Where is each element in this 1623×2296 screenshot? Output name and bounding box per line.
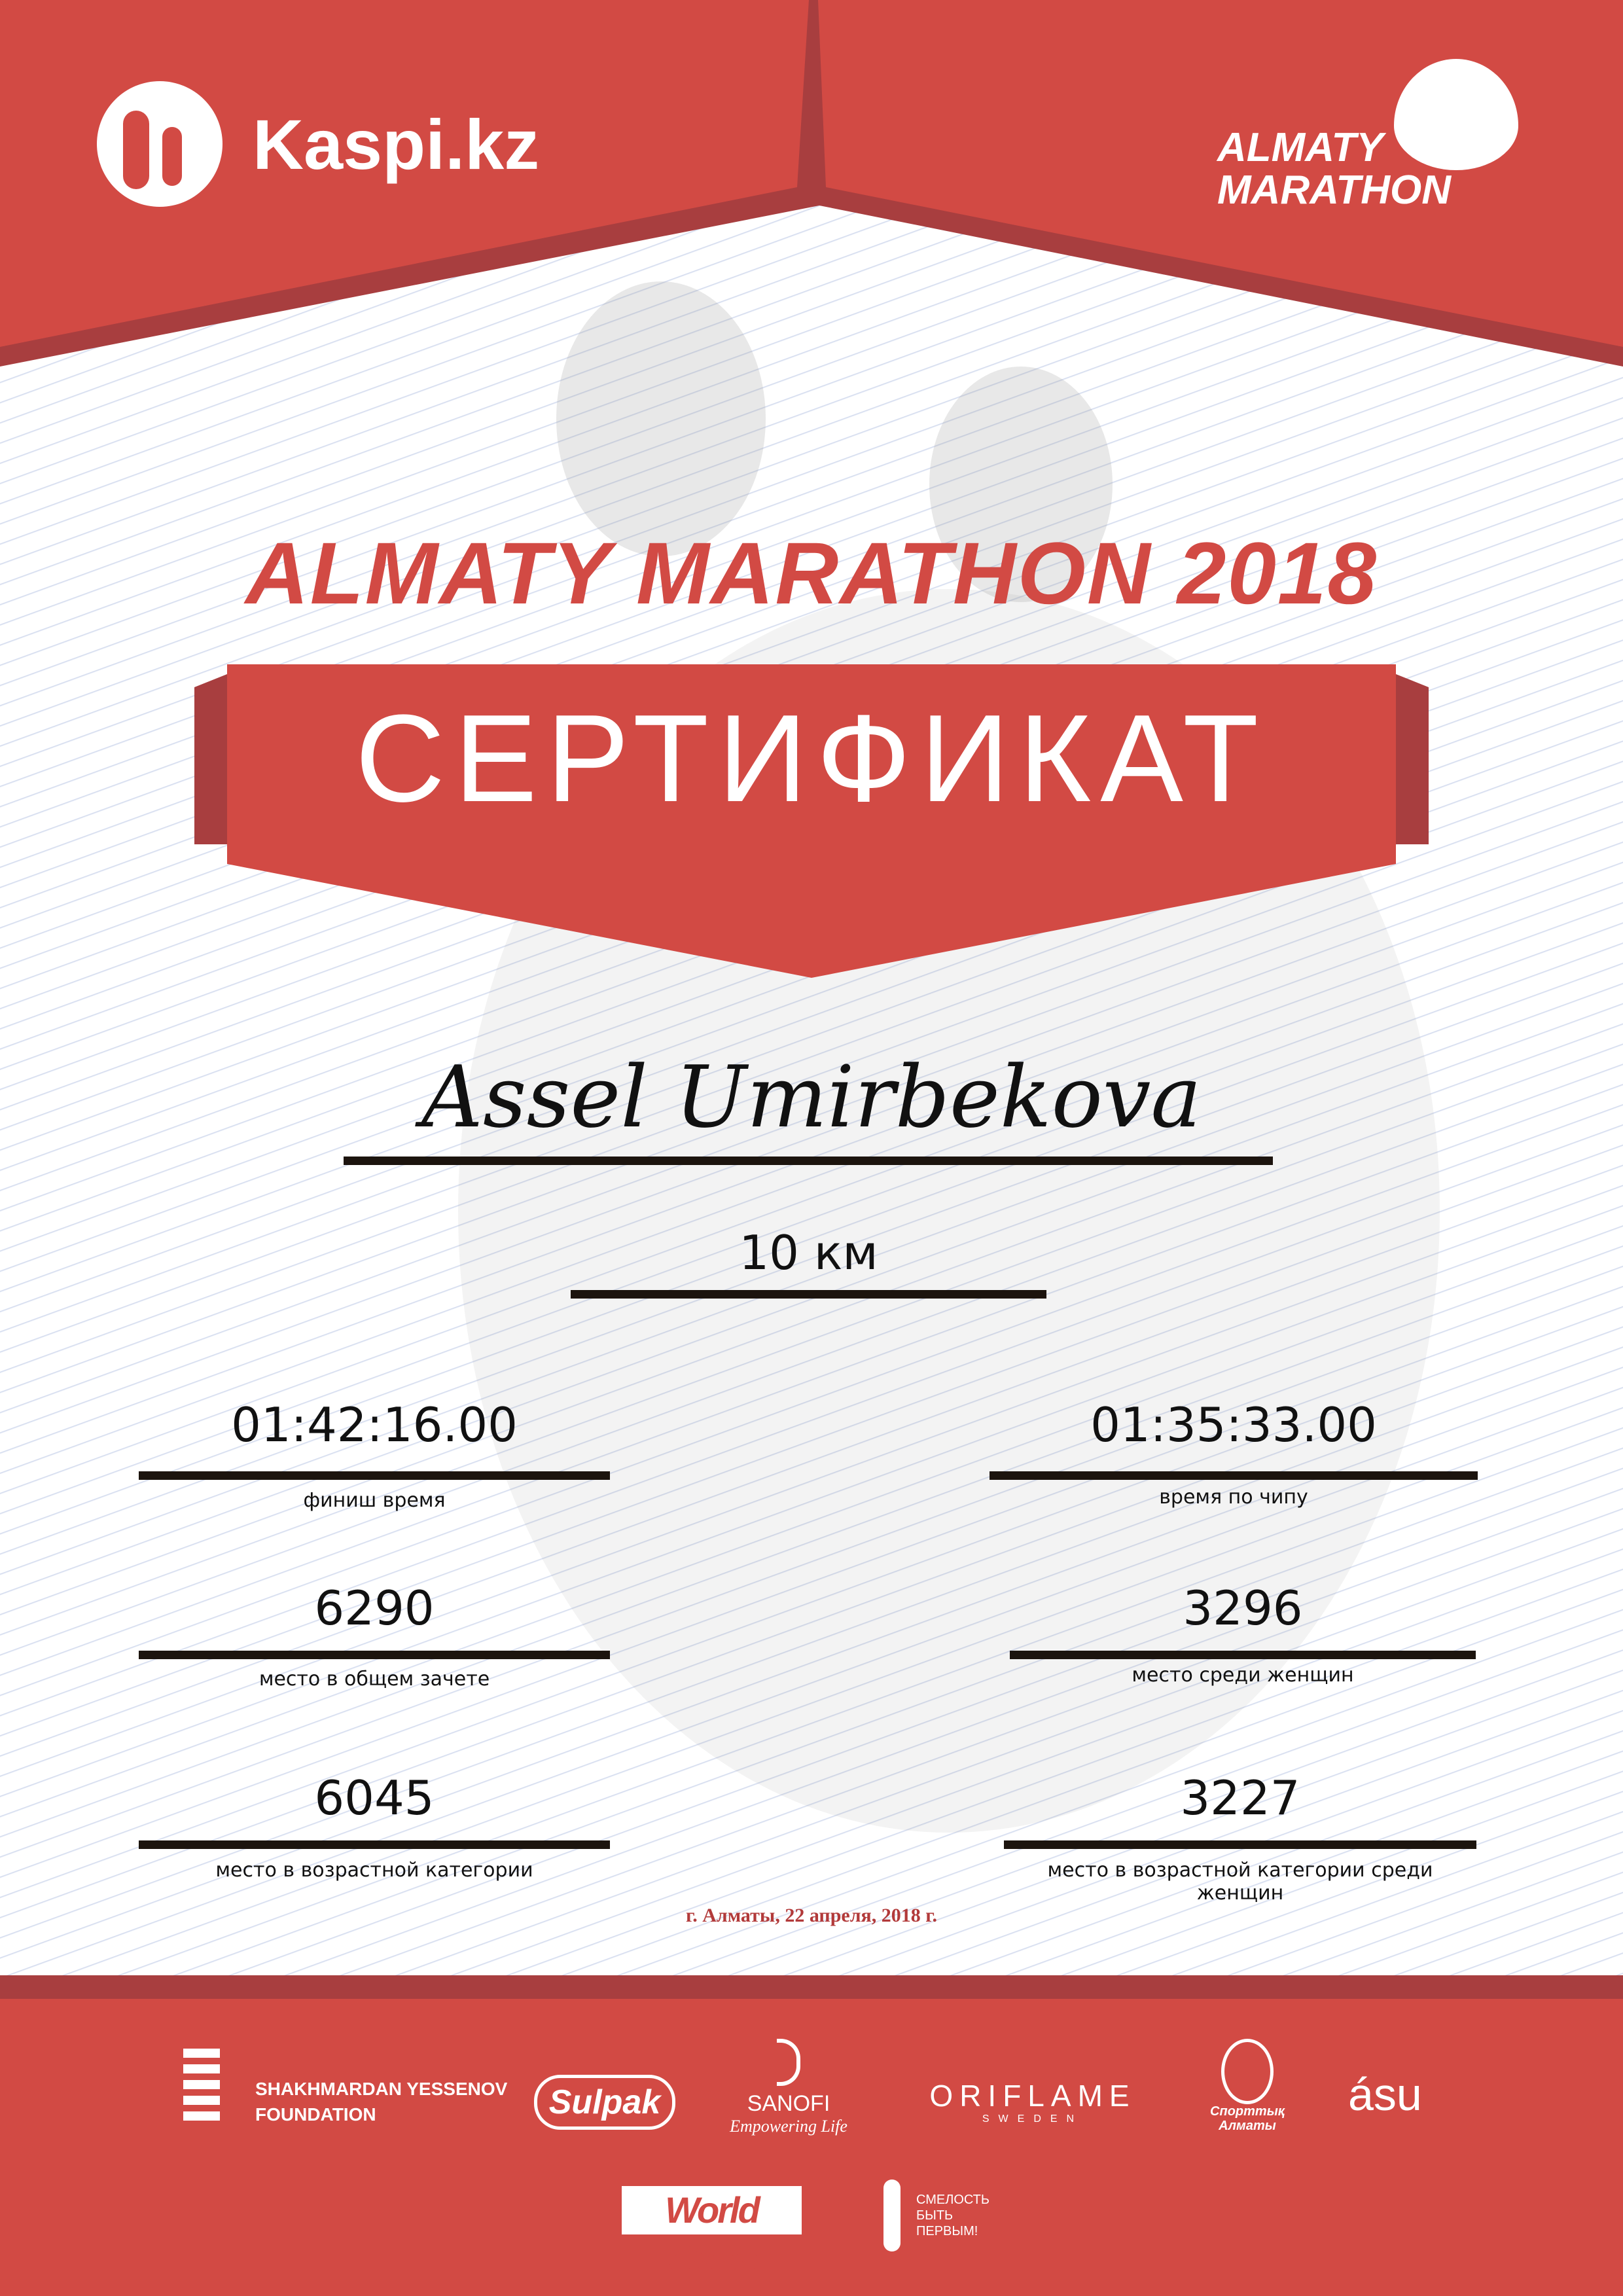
- event-title: ALMATY MARATHON 2018: [245, 525, 1378, 622]
- distance: 10 км: [739, 1225, 878, 1280]
- runners-photo-2: [929, 367, 1113, 602]
- finish-time-line: [139, 1471, 610, 1480]
- yessenov-bars-icon: [183, 2049, 220, 2127]
- smelost-byt-pervym-logo: СМЕЛОСТЬ БЫТЬ ПЕРВЫМ!: [870, 2160, 1008, 2251]
- age-place-value: 6045: [314, 1770, 435, 1825]
- asu-logo: ásu: [1348, 2069, 1422, 2120]
- runners-photo: [556, 281, 766, 556]
- header-chevron: [0, 0, 1623, 367]
- age-women-place-label: место в возрастной категории среди женщи…: [1047, 1859, 1433, 1905]
- oriflame-logo: ORIFLAME SWEDEN: [929, 2079, 1136, 2125]
- overall-place-label: место в общем зачете: [259, 1668, 490, 1691]
- kaspi-logo: Kaspi.kz: [97, 81, 540, 207]
- finish-time-label: финиш время: [303, 1489, 446, 1512]
- sanofi-logo: SANOFI Empowering Life: [726, 2039, 851, 2136]
- date-place: г. Алматы, 22 апреля, 2018 г.: [685, 1905, 938, 1926]
- age-place-line: [139, 1840, 610, 1849]
- sulpak-logo: Sulpak: [534, 2075, 675, 2130]
- age-women-place-value: 3227: [1180, 1770, 1300, 1825]
- sportyk-emblem-icon: [1221, 2039, 1274, 2104]
- kaspi-person-icon: [97, 81, 223, 207]
- finish-time-value: 01:42:16.00: [231, 1397, 518, 1452]
- women-place-value: 3296: [1183, 1581, 1303, 1636]
- striped-background: [0, 0, 1623, 1977]
- certificate-heading: СЕРТИФИКАТ: [355, 689, 1268, 828]
- distance-underline: [571, 1290, 1046, 1299]
- certificate-banner: [194, 664, 1429, 978]
- yessenov-foundation-logo: SHAKHMARDAN YESSENOV FOUNDATION: [183, 2049, 507, 2127]
- women-place-label: место среди женщин: [1132, 1664, 1354, 1687]
- runner-drop-icon: [1394, 59, 1518, 170]
- sportyk-almaty-logo: Спорттық Алматы: [1200, 2039, 1295, 2133]
- chip-time-line: [990, 1471, 1478, 1480]
- almaty-marathon-logo: ALMATY MARATHON: [1217, 52, 1531, 216]
- women-place-line: [1010, 1651, 1476, 1659]
- chip-time-value: 01:35:33.00: [1090, 1397, 1377, 1452]
- world-class-logo: World Class: [622, 2186, 802, 2279]
- overall-place-value: 6290: [314, 1581, 435, 1636]
- runner-figure-icon: [883, 2179, 901, 2251]
- name-underline: [344, 1157, 1273, 1165]
- age-place-label: место в возрастной категории: [215, 1859, 533, 1882]
- age-women-place-line: [1004, 1840, 1476, 1849]
- kaspi-wordmark: Kaspi.kz: [253, 104, 540, 184]
- overall-place-line: [139, 1651, 610, 1659]
- sanofi-bird-icon: [777, 2039, 800, 2086]
- partners-footer: [0, 1999, 1623, 2296]
- participant-name: Assel Umirbekova: [421, 1047, 1202, 1147]
- footer-divider: [0, 1975, 1623, 1999]
- chip-time-label: время по чипу: [1159, 1486, 1308, 1509]
